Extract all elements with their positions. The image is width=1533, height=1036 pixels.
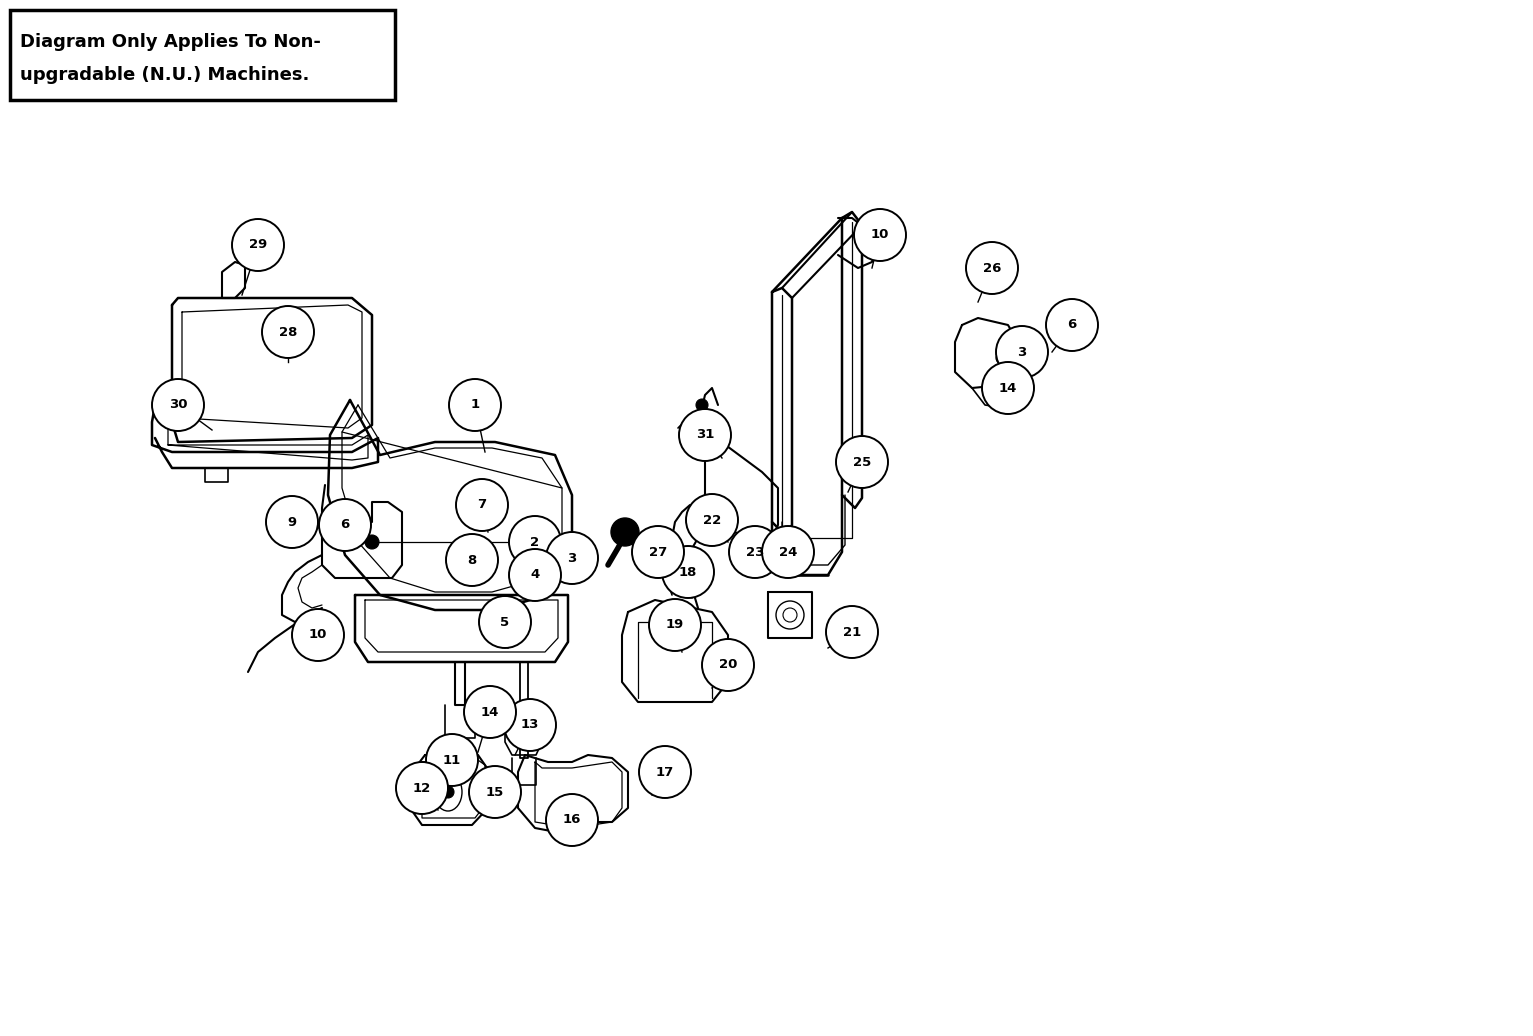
Text: 1: 1: [471, 399, 480, 411]
Text: 30: 30: [169, 399, 187, 411]
Circle shape: [854, 209, 906, 261]
Circle shape: [783, 608, 797, 622]
Circle shape: [348, 508, 362, 522]
Circle shape: [455, 479, 507, 531]
Text: 13: 13: [521, 719, 540, 731]
Circle shape: [983, 362, 1033, 414]
Circle shape: [762, 526, 814, 578]
Circle shape: [639, 746, 691, 798]
Circle shape: [291, 609, 343, 661]
Text: 22: 22: [702, 514, 721, 526]
Text: 21: 21: [843, 626, 862, 638]
Bar: [11, 10, 396, 100]
Circle shape: [679, 409, 731, 461]
Text: 12: 12: [412, 781, 431, 795]
Text: 31: 31: [696, 429, 714, 441]
Text: 20: 20: [719, 659, 737, 671]
Circle shape: [319, 499, 371, 551]
Text: 19: 19: [665, 618, 684, 632]
Text: 26: 26: [983, 261, 1001, 275]
Circle shape: [612, 518, 639, 546]
Circle shape: [966, 242, 1018, 294]
Text: 7: 7: [477, 498, 486, 512]
Circle shape: [469, 766, 521, 818]
Circle shape: [685, 494, 737, 546]
Circle shape: [426, 733, 478, 786]
Text: 14: 14: [1000, 381, 1018, 395]
Circle shape: [478, 596, 530, 648]
Text: 15: 15: [486, 785, 504, 799]
Text: 14: 14: [481, 706, 500, 719]
Circle shape: [662, 546, 714, 598]
Circle shape: [826, 606, 878, 658]
Circle shape: [996, 326, 1049, 378]
Circle shape: [396, 762, 448, 814]
Circle shape: [262, 306, 314, 358]
Text: 17: 17: [656, 766, 675, 778]
Circle shape: [730, 526, 780, 578]
Circle shape: [504, 699, 556, 751]
Circle shape: [281, 334, 296, 350]
Circle shape: [152, 379, 204, 431]
Text: 29: 29: [248, 238, 267, 252]
Text: 10: 10: [871, 229, 889, 241]
Text: 6: 6: [1067, 318, 1076, 332]
Text: 28: 28: [279, 325, 297, 339]
Circle shape: [615, 522, 635, 542]
Circle shape: [1046, 299, 1098, 351]
Circle shape: [446, 534, 498, 586]
Text: 3: 3: [567, 551, 576, 565]
Text: 4: 4: [530, 569, 540, 581]
Circle shape: [546, 533, 598, 584]
Circle shape: [632, 526, 684, 578]
Text: 6: 6: [340, 518, 350, 531]
Text: 3: 3: [1018, 345, 1027, 358]
Text: 18: 18: [679, 566, 698, 578]
Circle shape: [696, 399, 708, 411]
Text: 9: 9: [288, 516, 296, 528]
Circle shape: [835, 436, 888, 488]
Circle shape: [676, 559, 694, 577]
Circle shape: [449, 379, 501, 431]
Text: 25: 25: [852, 456, 871, 468]
Text: 8: 8: [468, 553, 477, 567]
Circle shape: [509, 516, 561, 568]
Circle shape: [464, 686, 517, 738]
Text: 24: 24: [779, 546, 797, 558]
Circle shape: [648, 599, 701, 651]
Circle shape: [231, 219, 284, 271]
Text: 5: 5: [500, 615, 509, 629]
Text: 16: 16: [563, 813, 581, 827]
Text: Diagram Only Applies To Non-: Diagram Only Applies To Non-: [20, 33, 320, 51]
Circle shape: [442, 786, 454, 798]
Text: 27: 27: [648, 546, 667, 558]
Text: 11: 11: [443, 753, 461, 767]
Circle shape: [546, 794, 598, 846]
Circle shape: [509, 549, 561, 601]
Circle shape: [267, 496, 317, 548]
Circle shape: [702, 639, 754, 691]
Text: 2: 2: [530, 536, 540, 548]
Circle shape: [365, 535, 379, 549]
Text: 10: 10: [308, 629, 327, 641]
Text: upgradable (N.U.) Machines.: upgradable (N.U.) Machines.: [20, 66, 310, 84]
Text: 23: 23: [747, 546, 763, 558]
Circle shape: [996, 352, 1009, 364]
